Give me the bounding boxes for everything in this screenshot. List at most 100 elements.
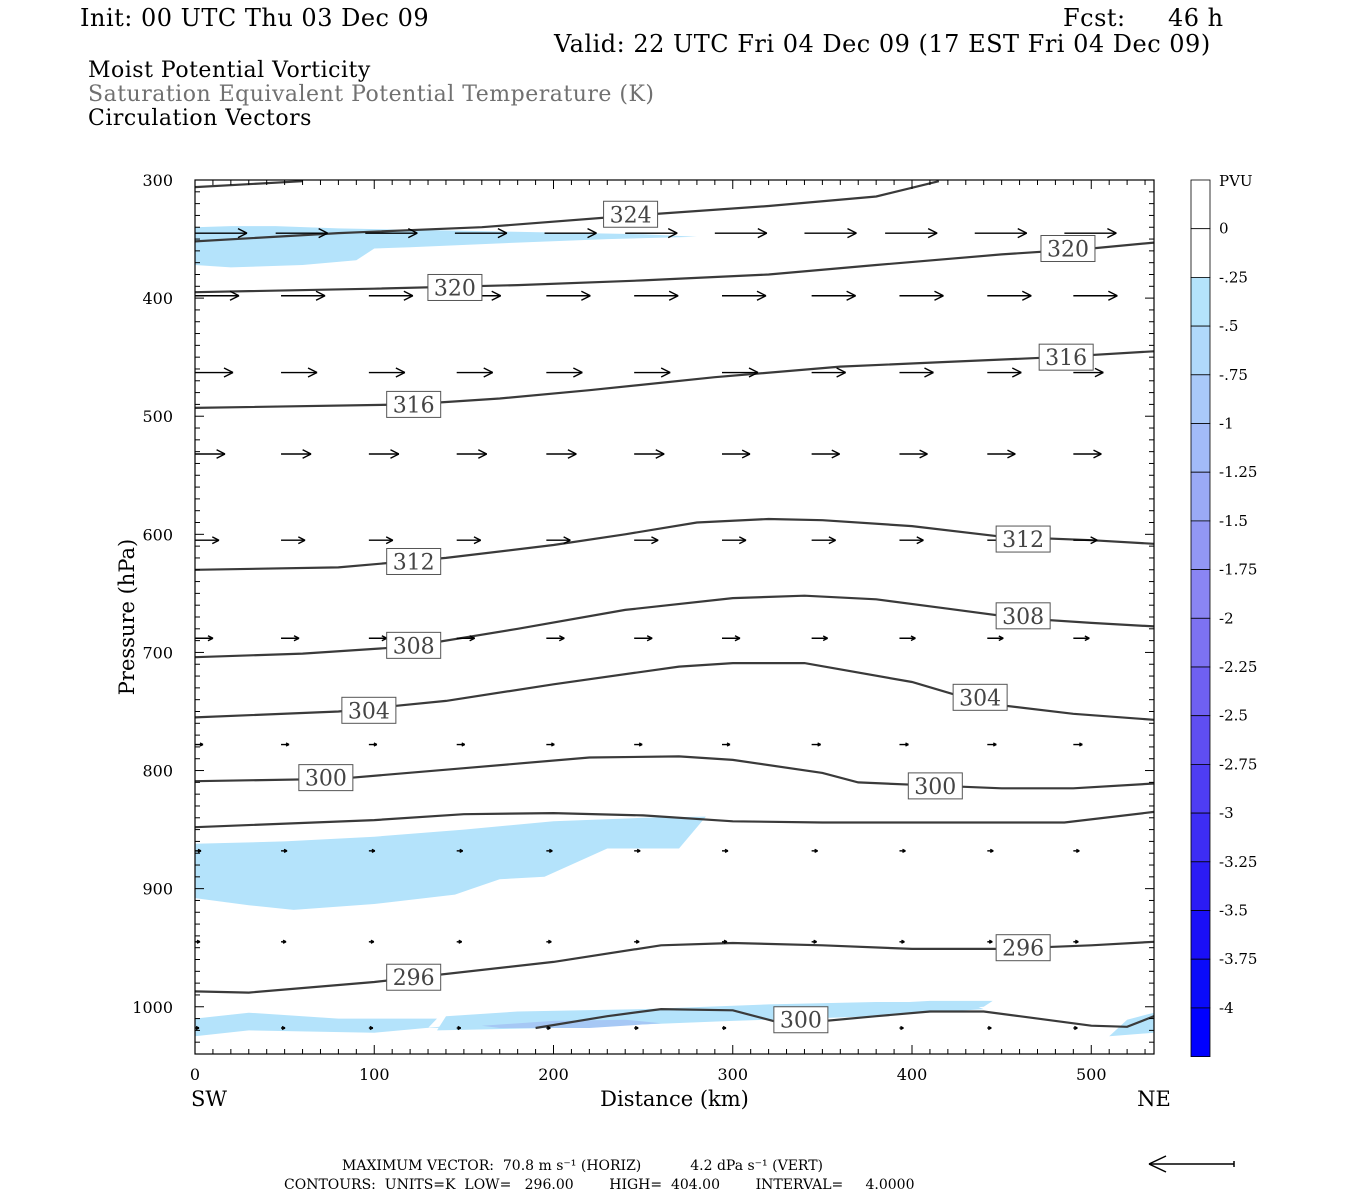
colorbar-swatch-16 (1190, 958, 1211, 1009)
colorbar-level-11: -2.75 (1219, 755, 1257, 773)
vector-arrow-4-10 (1073, 536, 1098, 545)
colorbar-swatch-3 (1190, 325, 1211, 376)
contour-label-316-7-0: 316 (393, 393, 435, 418)
colorbar-level-1: -.25 (1219, 268, 1248, 286)
vector-arrow-8-4 (546, 939, 552, 944)
vector-arrow-7-8 (899, 848, 906, 853)
y-axis-title: Pressure (hPa) (115, 539, 139, 695)
contour-label-296-0-1: 296 (1002, 937, 1044, 962)
vector-arrow-6-10 (1073, 742, 1083, 747)
colorbar-level-13: -3.25 (1219, 853, 1257, 871)
valid-time: Valid: 22 UTC Fri 04 Dec 09 (17 EST Fri … (554, 30, 1211, 58)
contour-label-box-300-3-0 (773, 1006, 829, 1034)
field-title-mpv: Moist Potential Vorticity (88, 58, 371, 83)
vector-arrow-6-8 (899, 742, 909, 747)
x-tick-label-500: 500 (1076, 1065, 1107, 1084)
vector-arrow-0-1 (275, 228, 328, 239)
vector-arrow-6-9 (987, 742, 997, 747)
vector-arrow-9-9 (987, 1025, 992, 1031)
contour-info-note: CONTOURS: UNITS=K LOW= 296.00 HIGH= 404.… (284, 1177, 915, 1193)
colorbar-swatch-6 (1190, 471, 1211, 522)
vector-arrow-5-7 (811, 635, 828, 642)
vector-arrow-3-6 (722, 449, 751, 459)
vector-arrow-0-0 (195, 228, 248, 239)
colorbar-level-3: -.75 (1219, 366, 1248, 384)
mpv-region-2 (481, 1019, 662, 1028)
colorbar-swatch-2 (1190, 276, 1211, 327)
vector-arrow-8-9 (987, 939, 993, 944)
vector-arrow-5-4 (546, 635, 565, 642)
colorbar-level-5: -1.25 (1219, 463, 1257, 481)
colorbar-swatch-10 (1190, 666, 1211, 717)
colorbar-swatch-11 (1190, 715, 1211, 765)
vector-arrow-0-2 (365, 228, 418, 239)
vector-arrow-1-2 (368, 290, 414, 301)
vector-arrow-6-2 (368, 742, 378, 747)
colorbar-swatch-7 (1190, 520, 1211, 571)
vector-arrow-4-6 (722, 536, 747, 545)
colorbar-swatch-5 (1190, 423, 1211, 473)
vector-arrow-0-9 (974, 228, 1028, 239)
field-title-theta-es: Saturation Equivalent Potential Temperat… (88, 82, 655, 107)
colorbar-level-8: -2 (1219, 609, 1234, 627)
x-tick-label-0: 0 (190, 1065, 200, 1084)
y-tick-label-600: 600 (142, 525, 173, 544)
vector-arrow-2-2 (368, 367, 406, 378)
vector-arrow-3-10 (1073, 449, 1102, 459)
field-title-vectors: Circulation Vectors (88, 106, 312, 131)
vector-arrow-3-1 (281, 449, 312, 459)
x-axis-title: Distance (km) (600, 1087, 749, 1111)
vector-arrow-9-6 (722, 1025, 727, 1031)
vector-arrow-2-10 (1073, 367, 1104, 378)
x-end-label-ne: NE (1137, 1087, 1171, 1111)
contour-label-box-312-6-0 (386, 547, 442, 575)
vector-arrow-6-1 (281, 742, 290, 747)
contour-label-box-320-8-1 (1040, 235, 1096, 263)
vector-arrow-2-4 (546, 367, 583, 378)
contour-label-304-4-1: 304 (959, 686, 1001, 711)
vector-arrow-0-7 (804, 228, 857, 239)
vector-arrow-7-2 (368, 848, 376, 853)
vector-arrow-0-8 (885, 228, 938, 239)
vector-arrow-3-4 (546, 449, 577, 459)
vector-arrow-2-6 (722, 367, 759, 378)
contour-labels: 296 296 300 300 300 304 304 308 308 312 312 316 316 3… (298, 200, 1096, 1034)
vector-arrow-2-1 (281, 367, 318, 378)
mpv-shading (195, 226, 1154, 1037)
contour-300-3 (535, 1007, 1154, 1030)
colorbar-swatch-9 (1190, 617, 1211, 668)
vector-arrow-7-4 (546, 848, 553, 853)
colorbar-swatch-1 (1190, 228, 1211, 278)
contour-label-300-1-0: 300 (305, 767, 347, 792)
colorbar-units: PVU (1219, 172, 1253, 190)
y-tick-label-1000: 1000 (132, 998, 173, 1017)
contour-label-box-320-8-0 (427, 273, 483, 301)
pvu-colorbar: PVU 0 -.25 -.5 -.75 -1 -1.25 -1.5 -1.75 -2 -2.25 -2… (1190, 172, 1257, 1058)
vector-arrow-4-7 (811, 536, 836, 545)
contour-label-324-9-0: 324 (610, 203, 652, 228)
contour-label-box-296-0-1 (995, 934, 1051, 962)
vector-arrow-3-9 (987, 449, 1016, 459)
vector-arrow-2-8 (899, 367, 934, 378)
vector-arrow-3-7 (811, 449, 840, 459)
vector-arrow-9-3 (456, 1025, 462, 1031)
vector-arrow-4-3 (456, 536, 482, 545)
vector-arrow-5-0 (195, 635, 214, 642)
colorbar-swatch-14 (1190, 861, 1211, 911)
colorbar-swatch-8 (1190, 569, 1211, 619)
contour-label-320-8-0: 320 (434, 276, 476, 301)
contour-300-1 (195, 755, 1154, 790)
contour-304-4 (195, 662, 1154, 721)
vector-arrow-8-8 (899, 939, 905, 944)
colorbar-level-9: -2.25 (1219, 658, 1257, 676)
mpv-region-4 (195, 226, 697, 268)
vector-arrow-2-7 (811, 367, 846, 378)
vector-arrow-1-4 (546, 290, 591, 301)
vector-arrow-4-2 (368, 536, 394, 545)
vector-arrow-0-5 (625, 228, 678, 239)
vector-arrow-4-1 (281, 536, 306, 545)
vector-arrow-3-5 (634, 449, 665, 459)
colorbar-level-0: 0 (1219, 220, 1229, 238)
vector-arrow-3-0 (195, 449, 226, 459)
contour-label-304-4-0: 304 (348, 699, 390, 724)
